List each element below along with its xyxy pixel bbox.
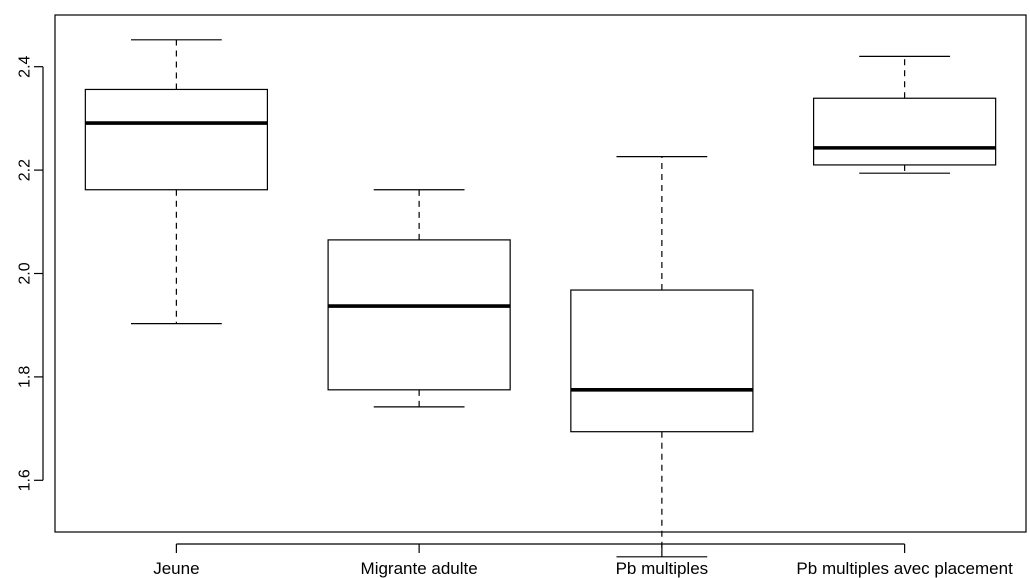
x-tick-label: Pb multiples (616, 559, 709, 578)
x-axis-ticks: Jeune Migrante adulte Pb multiples Pb multi… (153, 544, 1013, 578)
x-tick-label: Pb multiples avec placement (796, 559, 1013, 578)
y-tick-label: 2.0 (17, 262, 34, 284)
boxes-layer (84, 39, 997, 558)
y-tick-label: 1.8 (17, 366, 34, 388)
box-pb-multiples-avec-placement (812, 55, 997, 174)
interquartile-box (327, 239, 511, 391)
x-tick-label: Jeune (153, 559, 199, 578)
interquartile-box (570, 289, 754, 433)
plot-frame (54, 14, 1027, 533)
box-migrante-adulte (327, 189, 511, 408)
interquartile-box (84, 88, 269, 191)
box-jeune (84, 39, 269, 325)
y-axis-ticks: 1.6 1.8 2.0 2.2 2.4 (17, 55, 43, 491)
x-tick-label: Migrante adulte (361, 559, 478, 578)
interquartile-box (812, 97, 997, 166)
y-tick-label: 2.4 (17, 55, 34, 77)
box-pb-multiples (570, 156, 754, 558)
y-tick-label: 1.6 (17, 469, 34, 491)
y-tick-label: 2.2 (17, 159, 34, 181)
